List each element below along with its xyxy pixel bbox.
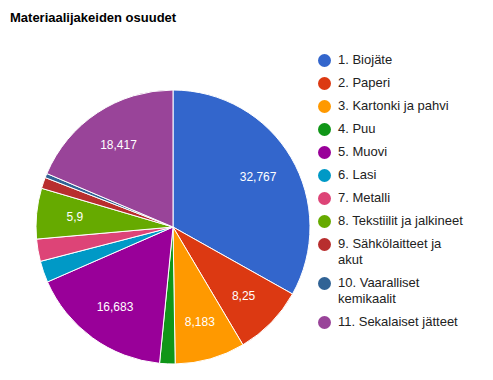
html-text:10. Vaaralliset kemikaalit: 10. Vaaralliset kemikaalit [338, 275, 420, 306]
html-text:4. Puu: 4. Puu [338, 121, 376, 136]
html-text:6. Lasi: 6. Lasi [338, 167, 377, 182]
svg-text:8,183: 8,183 [185, 315, 215, 329]
html-text:7. Metalli: 7. Metalli [338, 190, 390, 205]
svg-text:18,417: 18,417 [100, 138, 137, 152]
svg-text:16,683: 16,683 [97, 300, 134, 314]
html-text:5. Muovi: 5. Muovi [338, 144, 388, 159]
html-text:Materiaalijakeiden osuudet: Materiaalijakeiden osuudet [10, 10, 177, 25]
html-text:9. Sähkölaitteet ja akut: 9. Sähkölaitteet ja akut [338, 236, 442, 267]
html-text:2. Paperi: 2. Paperi [338, 75, 390, 90]
html-text:11. Sekalaiset jätteet: 11. Sekalaiset jätteet [338, 314, 458, 329]
svg-text:32,767: 32,767 [240, 170, 277, 184]
html-text:8. Tekstiilit ja jalkineet: 8. Tekstiilit ja jalkineet [338, 213, 463, 228]
svg-text:5,9: 5,9 [66, 210, 83, 224]
html-text:1. Biojäte: 1. Biojäte [338, 52, 393, 67]
html-text:3. Kartonki ja pahvi: 3. Kartonki ja pahvi [338, 98, 449, 113]
svg-text:8,25: 8,25 [232, 289, 256, 303]
